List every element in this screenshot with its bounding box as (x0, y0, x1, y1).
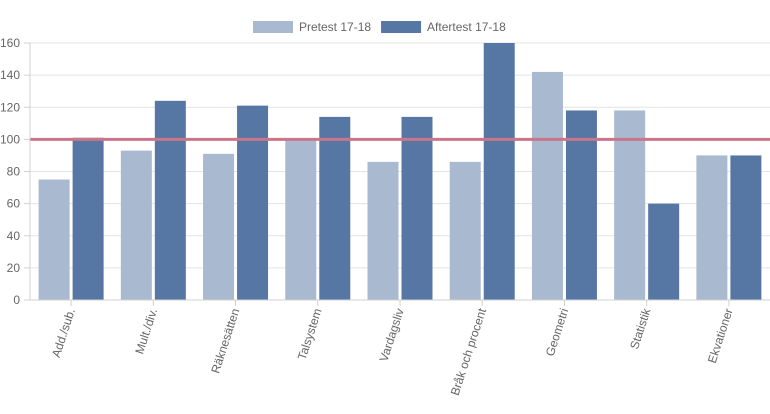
bar-pretest-8 (696, 155, 728, 300)
y-tick-label: 140 (0, 68, 20, 82)
x-tick-label: Vardagsliv (376, 307, 406, 364)
bar-aftertest-4 (401, 116, 433, 300)
y-tick-label: 120 (0, 100, 20, 114)
bar-pretest-0 (38, 179, 70, 300)
bar-pretest-3 (285, 139, 317, 300)
y-tick-label: 100 (0, 132, 20, 146)
bar-aftertest-2 (237, 105, 269, 300)
bar-aftertest-3 (319, 116, 351, 300)
bar-pretest-2 (203, 153, 235, 300)
bar-pretest-4 (367, 161, 399, 300)
bar-pretest-7 (614, 110, 646, 301)
x-tick-label: Mult./div. (132, 307, 160, 356)
x-tick-label: Bråk och procent (448, 306, 490, 397)
bar-aftertest-7 (648, 203, 680, 300)
y-tick-label: 20 (7, 261, 21, 275)
legend-label-aftertest: Aftertest 17-18 (427, 20, 506, 34)
x-tick-label: Räknesätten (208, 307, 242, 375)
x-axis: Add./sub. Mult./div. Räknesätten Talsystem V… (30, 299, 770, 397)
x-tick-label: Geometri (543, 307, 572, 358)
bar-pretest-6 (531, 71, 563, 300)
legend-swatch-aftertest (381, 21, 422, 33)
legend-swatch-pretest (253, 21, 293, 33)
bar-aftertest-1 (154, 100, 186, 300)
bar-aftertest-5 (483, 43, 515, 300)
y-axis: 0 20 40 60 80 100 120 140 160 (0, 36, 31, 307)
bar-aftertest-8 (730, 155, 762, 300)
y-tick-label: 60 (7, 197, 21, 211)
y-tick-label: 0 (13, 293, 20, 307)
legend-label-pretest: Pretest 17-18 (299, 20, 371, 34)
x-tick-label: Talsystem (295, 307, 325, 362)
bar-aftertest-6 (565, 110, 597, 301)
y-tick-label: 40 (7, 229, 21, 243)
bars (38, 43, 762, 301)
x-tick-label: Add./sub. (49, 307, 78, 360)
x-tick-label: Ekvationer (705, 307, 736, 365)
bar-aftertest-0 (72, 137, 104, 300)
bar-pretest-1 (120, 150, 152, 300)
x-tick-label: Statistik (627, 306, 654, 351)
y-tick-label: 160 (0, 36, 20, 50)
legend: Pretest 17-18 Aftertest 17-18 (253, 20, 506, 34)
y-tick-label: 80 (7, 165, 21, 179)
bar-pretest-5 (449, 161, 481, 300)
